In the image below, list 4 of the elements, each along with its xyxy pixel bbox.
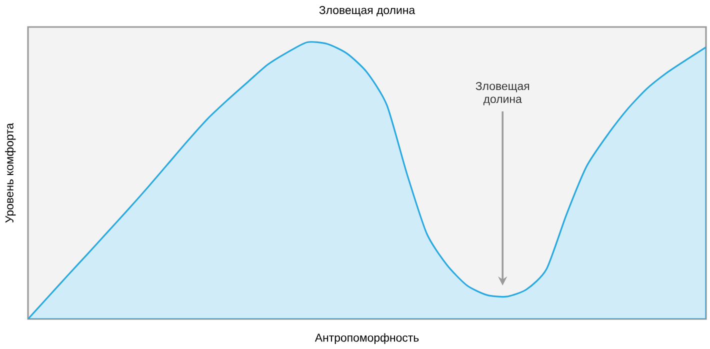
y-axis-title: Уровень комфорта (5, 122, 16, 223)
annotation: Зловещая долина (476, 82, 530, 106)
x-axis-title: Антропоморфность (314, 333, 419, 344)
chart-title: Зловещая долина (319, 6, 416, 16)
